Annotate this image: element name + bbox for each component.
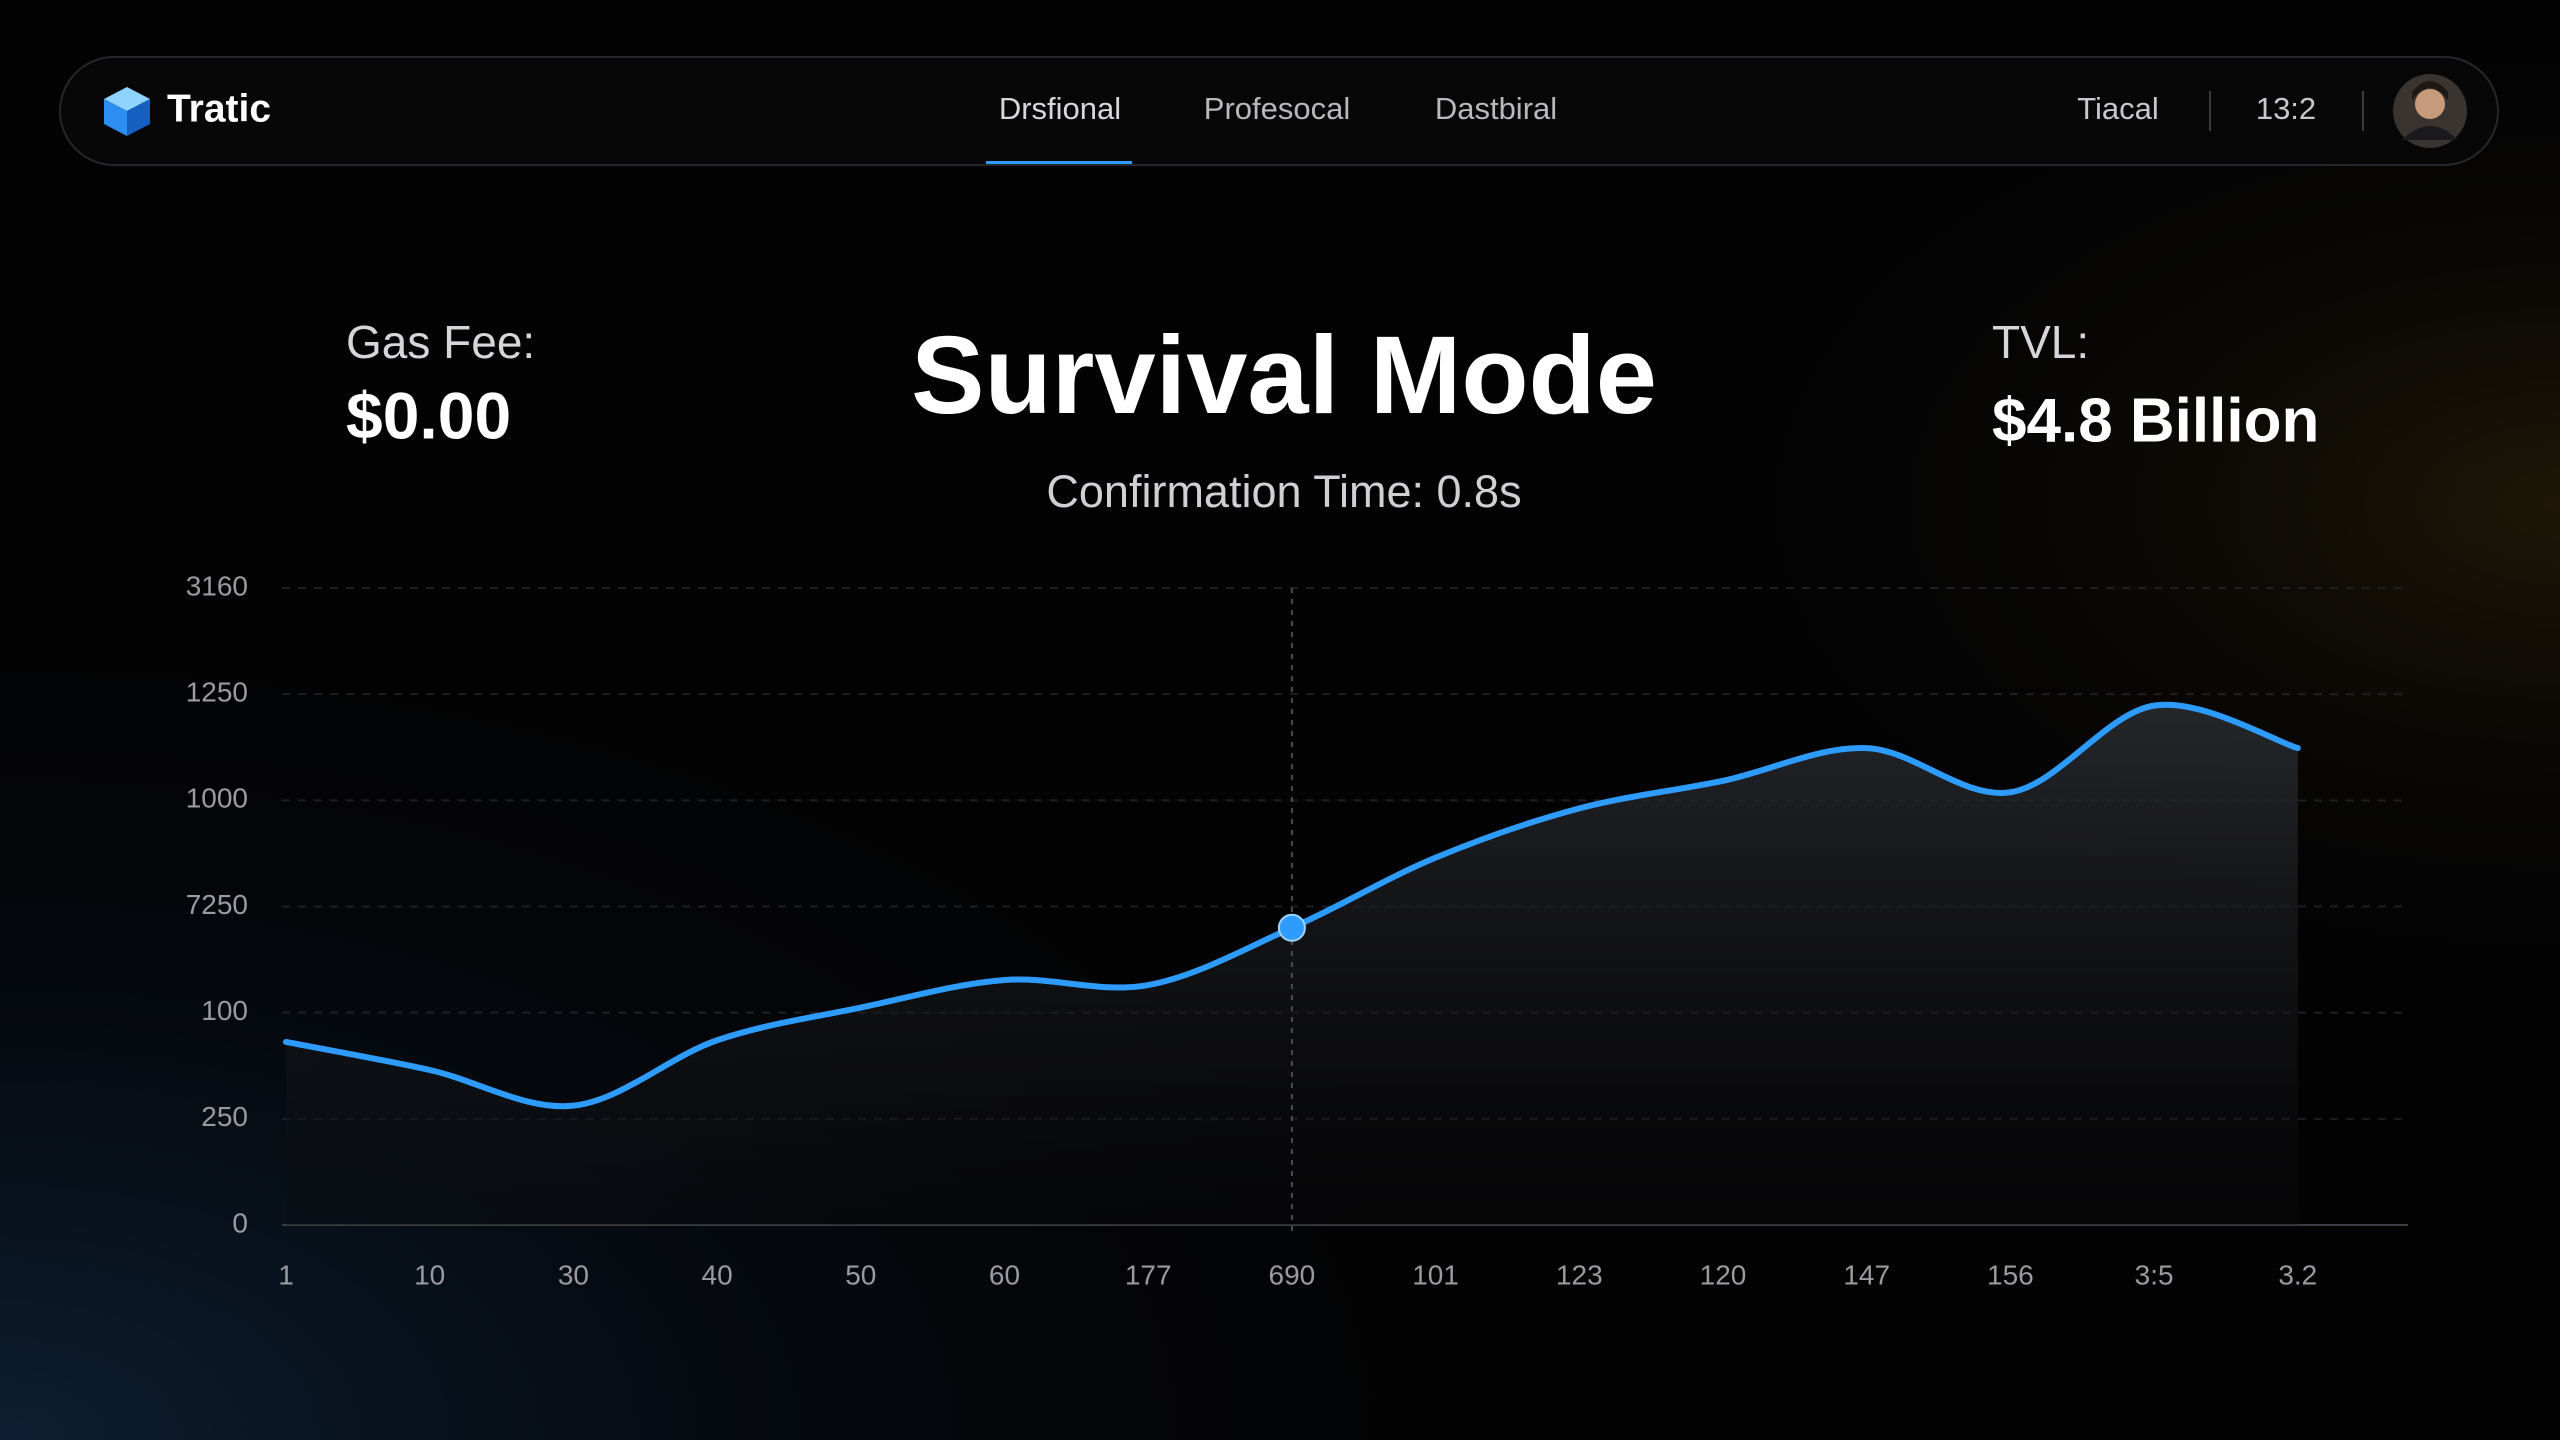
x-tick-label: 3.2 <box>2278 1259 2317 1290</box>
x-tick-label: 147 <box>1843 1259 1890 1290</box>
stat-value: $0.00 <box>346 378 511 452</box>
y-tick-label: 1000 <box>186 783 248 814</box>
stat-label: Gas Fee: <box>346 316 535 368</box>
y-tick-label: 3160 <box>186 570 248 601</box>
nav-item[interactable]: 13:2 <box>2256 91 2316 126</box>
x-tick-label: 60 <box>989 1259 1020 1290</box>
nav-bar <box>59 56 2499 166</box>
x-tick-label: 690 <box>1269 1259 1316 1290</box>
y-tick-label: 0 <box>232 1207 248 1238</box>
tab-underline <box>986 161 1132 164</box>
y-tick-label: 1250 <box>186 677 248 708</box>
x-tick-label: 10 <box>414 1259 445 1290</box>
chart: 0 250 100 7250 1000 1250 3160 1 10 30 40 50 60 177 690… <box>186 570 2408 1290</box>
x-tick-label: 1 <box>278 1259 294 1290</box>
hero-subtitle: Confirmation Time: 0.8s <box>1046 466 1521 517</box>
hero-title: Survival Mode <box>911 314 1657 437</box>
x-tick-label: 120 <box>1700 1259 1747 1290</box>
y-tick-label: 100 <box>201 995 248 1026</box>
y-tick-label: 250 <box>201 1101 248 1132</box>
nav-tab[interactable]: Profesocal <box>1204 91 1350 126</box>
nav-item[interactable]: Tiacal <box>2077 91 2159 126</box>
stat-value: $4.8 Billion <box>1992 386 2319 455</box>
x-tick-label: 123 <box>1556 1259 1603 1290</box>
brand[interactable]: Tratic <box>167 87 271 130</box>
avatar[interactable] <box>2393 74 2467 148</box>
nav-tab[interactable]: Drsfional <box>999 91 1121 126</box>
x-tick-label: 101 <box>1412 1259 1459 1290</box>
x-tick-label: 40 <box>702 1259 733 1290</box>
stat-label: TVL: <box>1992 316 2089 368</box>
logo <box>104 87 150 136</box>
x-tick-label: 30 <box>558 1259 589 1290</box>
x-tick-label: 156 <box>1987 1259 2034 1290</box>
nav-tab[interactable]: Dastbiral <box>1435 91 1557 126</box>
x-tick-label: 50 <box>845 1259 876 1290</box>
x-tick-label: 3:5 <box>2135 1259 2174 1290</box>
y-tick-label: 7250 <box>186 889 248 920</box>
x-tick-label: 177 <box>1125 1259 1172 1290</box>
highlight-point <box>1277 913 1306 942</box>
